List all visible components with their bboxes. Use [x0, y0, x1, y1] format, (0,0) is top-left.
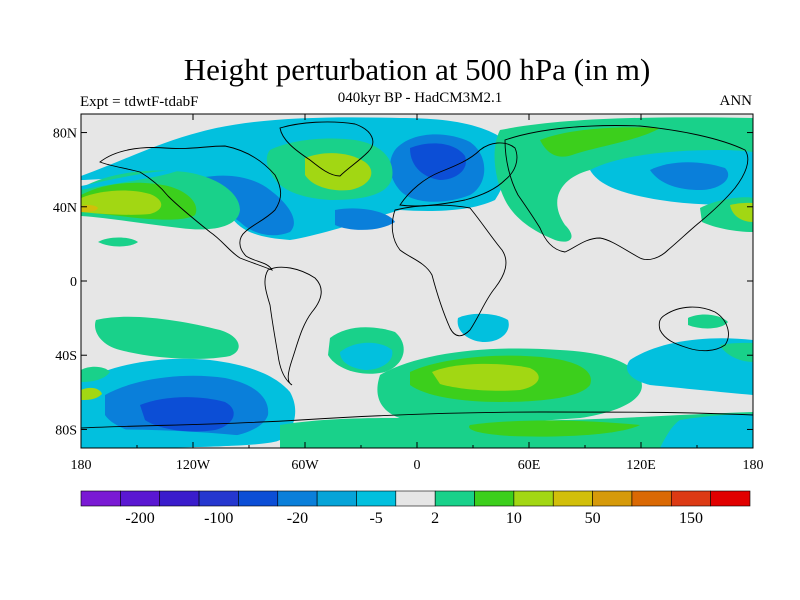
coast-europe — [399, 142, 518, 207]
colorbar: -200 -100 -20 -5 2 10 50 150 — [80, 490, 751, 527]
colorbar-swatch — [474, 490, 515, 507]
coast-australia — [658, 306, 729, 352]
lon-tick-label: 180 — [743, 458, 764, 473]
lat-tick-label: 40N — [53, 201, 77, 216]
colorbar-swatch — [552, 490, 593, 507]
contour-greenland-yellow — [305, 153, 372, 191]
coast-greenland — [279, 121, 374, 177]
colorbar-swatch — [159, 490, 200, 507]
contour-sw-atl-yellow — [81, 387, 102, 400]
colorbar-label: -200 — [125, 510, 154, 527]
lon-tick-label: 120E — [626, 458, 656, 473]
colorbar-swatch — [631, 490, 672, 507]
colorbar-swatch — [316, 490, 357, 507]
colorbar-swatch — [277, 490, 318, 507]
contour-indian-cyan — [457, 313, 509, 342]
colorbar-swatch — [356, 490, 397, 507]
contour-eurasia-lime — [540, 127, 660, 157]
coast-north-america — [99, 145, 282, 271]
longitude-axis: 180 120W 60W 0 60E 120E 180 — [71, 114, 764, 473]
contour-pac-cyan-strip — [81, 170, 180, 190]
contour-aus-green — [688, 314, 728, 329]
colorbar-label: 50 — [585, 510, 601, 527]
contour-antarctic-lime — [469, 420, 640, 437]
colorbar-swatch — [198, 490, 239, 507]
coast-asia — [504, 125, 749, 261]
lon-tick-label: 60E — [518, 458, 541, 473]
contour-nwpac-yellow — [730, 202, 753, 222]
lat-tick-label: 80N — [53, 127, 77, 142]
colorbar-label: 150 — [679, 510, 703, 527]
lon-tick-label: 0 — [414, 458, 421, 473]
colorbar-label: -100 — [204, 510, 233, 527]
lon-tick-label: 180 — [71, 458, 92, 473]
chart-title: Height perturbation at 500 hPa (in m) — [183, 52, 651, 87]
contour-npac-yellow — [81, 190, 162, 215]
colorbar-label: -20 — [287, 510, 308, 527]
colorbar-swatch — [670, 490, 711, 507]
colorbar-swatch — [120, 490, 161, 507]
contour-east-pac-green — [98, 237, 138, 247]
contour-satl-cyan — [340, 342, 393, 370]
contour-sw-atl-green — [81, 366, 110, 382]
latitude-axis: 80N 40N 0 40S 80S — [53, 127, 753, 438]
season-label: ANN — [719, 93, 753, 109]
coast-south-america — [264, 266, 322, 386]
coast-africa — [391, 204, 507, 337]
colorbar-swatch — [592, 490, 633, 507]
lon-tick-label: 120W — [176, 458, 211, 473]
contour-soaus-green — [720, 342, 753, 362]
colorbar-swatch — [710, 490, 751, 507]
colorbar-swatch — [238, 490, 279, 507]
colorbar-label: -5 — [369, 510, 382, 527]
colorbar-swatch — [513, 490, 554, 507]
chart-subtitle: 040kyr BP - HadCM3M2.1 — [337, 90, 503, 106]
lon-tick-label: 60W — [291, 458, 319, 473]
contour-atlantic-deep — [410, 143, 466, 180]
contour-soaus-cyan — [626, 338, 753, 395]
colorbar-label: 2 — [431, 510, 439, 527]
lat-tick-label: 80S — [55, 423, 77, 438]
contour-field — [81, 114, 753, 448]
colorbar-swatch — [80, 490, 121, 507]
experiment-label: Expt = tdwtF-tdabF — [80, 94, 199, 110]
contour-sepac-green — [95, 316, 239, 359]
contour-antarctic-cyan — [81, 414, 753, 448]
contour-sopac-deep — [140, 397, 234, 432]
coast-antarctica — [81, 411, 753, 429]
colorbar-swatch — [434, 490, 475, 507]
contour-soind-yellow — [432, 363, 539, 391]
colorbar-label: 10 — [506, 510, 522, 527]
lat-tick-label: 0 — [70, 275, 77, 290]
colorbar-swatch — [395, 490, 436, 507]
coastlines — [81, 121, 753, 429]
lat-tick-label: 40S — [55, 349, 77, 364]
contour-siberia-blue — [650, 162, 729, 190]
